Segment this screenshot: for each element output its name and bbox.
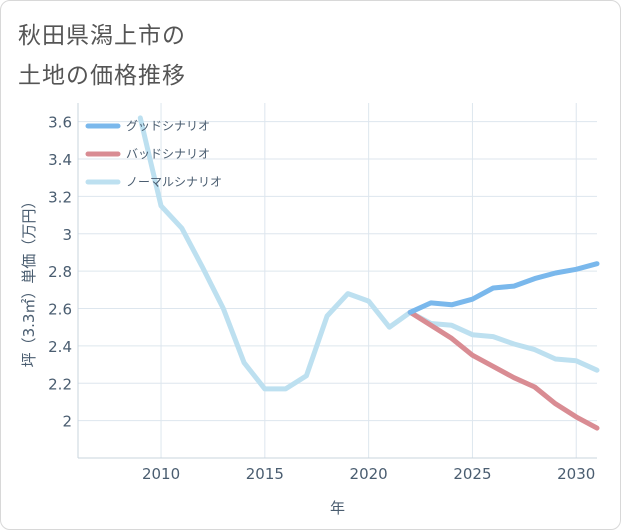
chart-title-line2: 土地の価格推移 <box>18 63 186 89</box>
y-tick-label: 3.4 <box>48 151 72 169</box>
x-tick-label: 2015 <box>246 465 284 483</box>
series-lines <box>137 115 600 431</box>
legend-label: グッドシナリオ <box>126 119 210 133</box>
x-tick-label: 2025 <box>453 465 491 483</box>
y-tick-label: 2.4 <box>48 338 72 356</box>
chart-title-line1: 秋田県潟上市の <box>18 23 186 49</box>
x-tick-label: 2020 <box>350 465 388 483</box>
series-line <box>137 115 600 392</box>
y-axis-label: 坪（3.3㎡）単価（万円） <box>20 194 38 368</box>
y-tick-label: 2.6 <box>48 301 72 319</box>
grid-lines <box>78 103 597 458</box>
x-tick-label: 2010 <box>142 465 180 483</box>
x-axis-label: 年 <box>330 499 345 517</box>
y-tick-label: 2.8 <box>48 263 72 281</box>
series-line <box>407 261 600 315</box>
series-line <box>407 309 600 431</box>
y-tick-label: 3.2 <box>48 188 72 206</box>
axes: 2010 2015 2020 2025 2030 2 2.2 2.4 2.6 2.8 3 3.2 3.4… <box>48 103 597 483</box>
y-tick-label: 2.2 <box>48 375 72 393</box>
y-tick-label: 2 <box>62 413 72 431</box>
y-tick-label: 3 <box>62 226 72 244</box>
x-tick-label: 2030 <box>557 465 595 483</box>
plot-area <box>78 103 597 458</box>
y-tick-label: 3.6 <box>48 114 72 132</box>
legend-label: ノーマルシナリオ <box>126 175 222 189</box>
legend-label: バッドシナリオ <box>126 147 210 161</box>
